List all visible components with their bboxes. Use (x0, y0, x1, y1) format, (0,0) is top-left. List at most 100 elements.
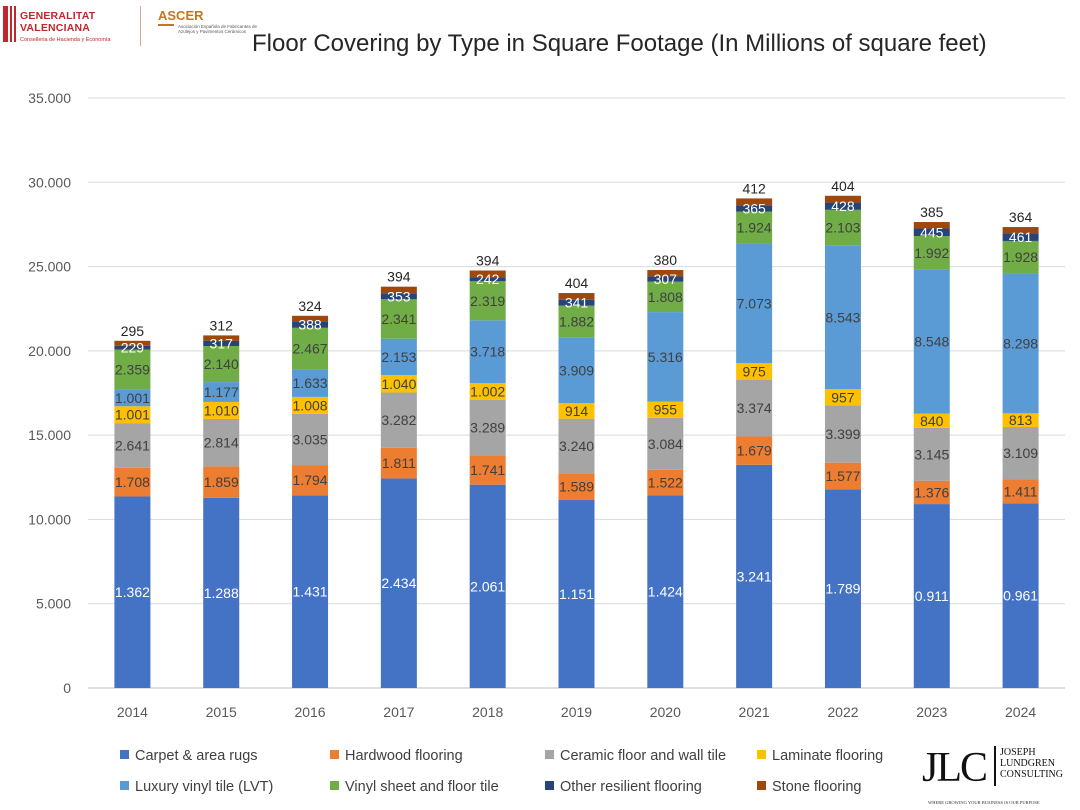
data-label: 1.708 (115, 474, 150, 490)
data-label: 394 (476, 253, 500, 269)
data-label: 813 (1009, 412, 1033, 428)
bar-segment (647, 469, 684, 496)
generalitat-valenciana-logo: GENERALITAT VALENCIANA Conselleria de Ha… (0, 2, 130, 48)
data-label: 1.151 (559, 586, 594, 602)
legend-item-lvt: Luxury vinyl tile (LVT) (120, 779, 273, 795)
data-label: 3.035 (293, 431, 328, 447)
data-label: 1.411 (1004, 483, 1038, 499)
x-tick-label: 2022 (827, 704, 858, 720)
gv-logo-line2: VALENCIANA (20, 22, 91, 34)
data-label: 3.289 (470, 420, 505, 436)
bar-segment (824, 195, 861, 203)
bar-segment (114, 406, 151, 424)
bar-segment (647, 270, 684, 277)
data-label: 1.362 (115, 584, 150, 600)
bar-segment (469, 270, 506, 278)
bar-segment (1002, 227, 1039, 234)
bar-segment (292, 327, 329, 370)
bar-segment (913, 413, 950, 428)
bar-segment (114, 340, 151, 346)
legend-item-carpet: Carpet & area rugs (120, 748, 258, 764)
bar-segment (558, 403, 595, 419)
bar-segment (558, 418, 595, 474)
data-label: 1.924 (737, 220, 772, 236)
legend-item-hardwood: Hardwood flooring (330, 748, 463, 764)
x-tick-label: 2017 (383, 704, 414, 720)
x-tick-label: 2020 (650, 704, 681, 720)
bar-segment (380, 299, 417, 339)
legend-swatch (120, 750, 129, 759)
bar-segment (292, 465, 329, 496)
bar-segment (1002, 233, 1039, 241)
bar-segment (114, 345, 151, 350)
bar-segment (380, 375, 417, 393)
bar-segment (736, 198, 773, 206)
data-label: 295 (121, 323, 145, 339)
legend-item-ceramic: Ceramic floor and wall tile (545, 748, 726, 764)
legend-swatch (120, 781, 129, 790)
y-tick-label: 35.000 (28, 90, 71, 106)
data-label: 307 (654, 271, 678, 287)
bar-segment (203, 497, 240, 688)
data-label: 1.001 (115, 390, 150, 406)
data-label: 312 (210, 317, 234, 333)
data-label: 1.679 (737, 443, 772, 459)
data-label: 2.153 (381, 349, 416, 365)
data-label: 3.145 (914, 446, 949, 462)
bar-segment (114, 389, 151, 407)
header: GENERALITAT VALENCIANA Conselleria de Ha… (0, 0, 1080, 60)
bar-segment (469, 281, 506, 321)
data-label: 8.298 (1003, 335, 1038, 351)
legend-item-vinyl-sheet: Vinyl sheet and floor tile (330, 779, 499, 795)
bar-segment (558, 500, 595, 688)
data-label: 0.961 (1003, 588, 1038, 604)
bar-segment (203, 340, 240, 347)
bar-segment (913, 222, 950, 229)
data-label: 3.109 (1003, 445, 1038, 461)
bar-segment (1002, 427, 1039, 480)
data-label: 1.928 (1003, 249, 1038, 265)
legend-swatch (330, 750, 339, 759)
bar-segment (1002, 479, 1039, 504)
legend-item-other-resilient: Other resilient flooring (545, 779, 702, 795)
bar-segment (647, 281, 684, 313)
data-label: 1.288 (204, 585, 239, 601)
bar-segment (469, 383, 506, 400)
data-label: 1.589 (559, 479, 594, 495)
data-label: 1.002 (470, 383, 505, 399)
data-label: 365 (742, 200, 766, 216)
gv-logo-line3: Conselleria de Hacienda y Economía (20, 37, 111, 43)
data-label: 3.241 (737, 568, 772, 584)
data-label: 2.319 (470, 293, 505, 309)
data-label: 412 (742, 180, 766, 196)
data-label: 1.577 (825, 468, 860, 484)
legend-item-laminate: Laminate flooring (757, 748, 883, 764)
data-label: 1.424 (648, 584, 683, 600)
bar-segment (203, 382, 240, 402)
data-label: 3.718 (470, 344, 505, 360)
bar-segment (647, 417, 684, 470)
y-tick-label: 30.000 (28, 174, 71, 190)
data-label: 2.814 (204, 435, 239, 451)
x-tick-label: 2016 (294, 704, 325, 720)
bar-segment (292, 396, 329, 414)
bar-segment (558, 305, 595, 338)
data-label: 1.001 (115, 407, 150, 423)
bar-segment (913, 480, 950, 505)
y-axis-ticks: 0 5.000 10.000 15.000 20.000 25.000 30.000 35.0… (28, 90, 71, 696)
bar-segment (203, 346, 240, 383)
bar-segment (469, 399, 506, 456)
x-tick-label: 2023 (916, 704, 947, 720)
bar-segment (1002, 413, 1039, 428)
legend-label: Hardwood flooring (345, 748, 463, 764)
bar-segment (647, 401, 684, 418)
y-tick-label: 15.000 (28, 427, 71, 443)
jlc-logo-tagline: WHERE GROWING YOUR BUSINESS IS OUR PURPO… (928, 800, 1040, 805)
bar-segment (824, 489, 861, 688)
data-label: 955 (654, 402, 678, 418)
bar-segment (736, 464, 773, 688)
bar-segment (913, 427, 950, 481)
bar-segment (203, 418, 240, 467)
data-label: 840 (920, 413, 944, 429)
